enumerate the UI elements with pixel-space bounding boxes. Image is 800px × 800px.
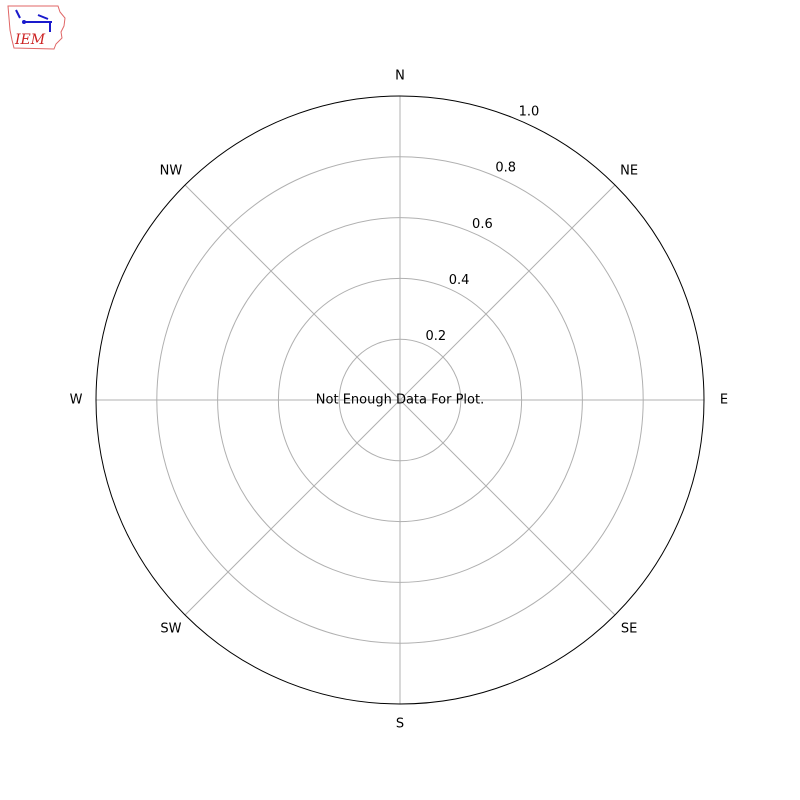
radial-tick-label: 0.8 xyxy=(495,161,516,176)
iem-logo: IEM xyxy=(7,5,66,50)
direction-label-se: SE xyxy=(621,622,637,637)
radial-tick-label: 0.4 xyxy=(449,273,470,288)
radial-tick-label: 0.2 xyxy=(426,329,447,344)
direction-label-e: E xyxy=(720,393,728,408)
logo-text: IEM xyxy=(14,32,46,48)
radial-tick-label: 0.6 xyxy=(472,217,493,232)
direction-label-w: W xyxy=(70,393,83,408)
spoke-sw xyxy=(184,399,401,616)
direction-label-n: N xyxy=(395,69,405,84)
spoke-nw xyxy=(184,184,401,401)
no-data-message: Not Enough Data For Plot. xyxy=(316,393,484,408)
direction-label-s: S xyxy=(396,717,404,732)
polar-frame xyxy=(95,95,705,705)
direction-label-sw: SW xyxy=(160,622,181,637)
ring-1 xyxy=(277,277,523,523)
radial-tick-label: 1.0 xyxy=(519,105,540,120)
spoke-ne xyxy=(399,184,616,401)
direction-label-nw: NW xyxy=(160,163,183,178)
ring-2 xyxy=(217,217,583,583)
direction-label-ne: NE xyxy=(620,163,638,178)
ring-3 xyxy=(156,156,644,644)
spoke-se xyxy=(399,399,616,616)
ring-0 xyxy=(338,338,462,462)
